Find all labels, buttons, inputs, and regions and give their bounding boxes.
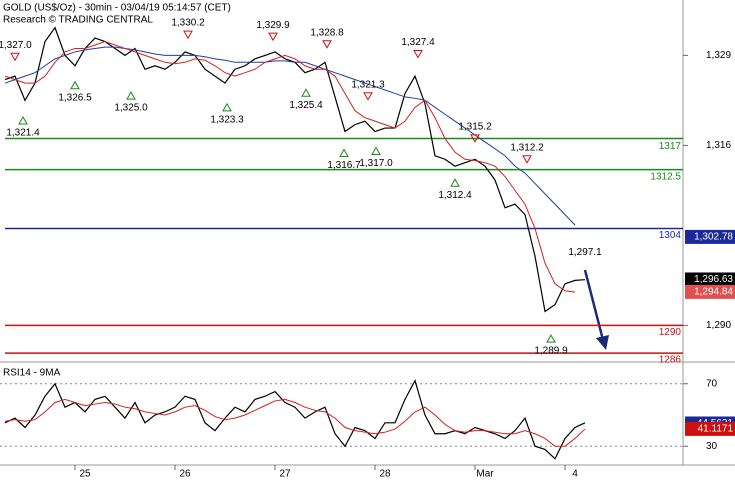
last-value-label: 41.1171 [698, 424, 734, 435]
level-label: 1290 [659, 327, 682, 338]
x-tick-label: 28 [379, 469, 391, 480]
last-value-label: 1,294.84 [694, 287, 733, 298]
pivot-low [546, 334, 556, 343]
series-line [4, 379, 586, 460]
pivot-label: 1,317.0 [359, 158, 393, 169]
pivot-label: 1,328.8 [310, 27, 344, 38]
pivot-label: 1,323.3 [210, 114, 244, 125]
last-value-box [685, 229, 735, 244]
pivot-low [126, 91, 136, 100]
pivot-label: 1,289.9 [534, 346, 568, 357]
pivot-label: 1,312.4 [438, 190, 472, 201]
pivot-high [10, 52, 20, 62]
x-tick-label: 27 [279, 469, 291, 480]
y-tick-label: 1,329 [706, 50, 731, 61]
pivot-label: 1,325.4 [289, 100, 323, 111]
series-line [4, 41, 576, 293]
pivot-label: 1,315.2 [458, 122, 492, 133]
forecast-arrow [583, 269, 605, 341]
y-tick-label: 70 [706, 378, 718, 389]
pivot-label: 1,312.2 [510, 142, 544, 153]
pivot-high [322, 40, 332, 49]
last-value-box [685, 272, 735, 287]
pivot-high [363, 92, 373, 101]
level-label: 1312.5 [650, 171, 681, 182]
pivot-low [222, 102, 232, 112]
level-label: 1317 [659, 141, 682, 152]
pivot-label: 1,321.3 [351, 79, 385, 90]
level-label: 1286 [659, 355, 682, 366]
pivot-high [268, 32, 278, 42]
pivot-label: 1,327.0 [0, 40, 32, 51]
y-tick-label: 30 [706, 441, 718, 452]
panel-title: RSI14 - 9MA [3, 368, 61, 379]
forecast-arrow-head [596, 335, 609, 350]
pivot-low [450, 178, 460, 187]
panel-title: GOLD (US$/Oz) - 30min - 03/04/19 05:14:5… [3, 3, 231, 14]
last-value-label: 1,296.63 [694, 274, 733, 285]
x-tick-label: 26 [179, 469, 191, 480]
pivot-high [413, 49, 423, 59]
x-tick-label: 4 [572, 469, 578, 480]
last-value-box [685, 421, 735, 436]
last-value-label: 1,302.78 [694, 232, 733, 243]
pivot-high [470, 134, 480, 143]
x-tick-label: Mar [476, 469, 494, 480]
pivot-label: 1,316.7 [327, 160, 361, 171]
pivot-label: 1,321.4 [6, 128, 40, 139]
level-label: 1304 [659, 230, 682, 241]
series-line [4, 398, 586, 447]
pivot-label: 1,297.1 [568, 247, 602, 258]
panel-subtitle: Research © TRADING CENTRAL [3, 15, 153, 26]
pivot-high [183, 30, 193, 40]
pivot-low [339, 148, 349, 158]
x-tick-label: 25 [79, 469, 91, 480]
pivot-low [70, 80, 80, 90]
pivot-label: 1,327.4 [401, 37, 435, 48]
pivot-label: 1,325.0 [114, 103, 148, 114]
y-tick-label: 1,316 [706, 140, 731, 151]
pivot-low [301, 88, 311, 97]
pivot-low [371, 146, 381, 155]
last-value-box [685, 284, 735, 299]
y-tick-label: 1,290 [706, 320, 731, 331]
pivot-high [522, 155, 532, 164]
pivot-label: 1,326.5 [58, 92, 92, 103]
pivot-low [18, 115, 28, 125]
pivot-label: 1,329.9 [256, 20, 290, 31]
pivot-label: 1,330.2 [171, 18, 205, 29]
series-line [4, 46, 576, 226]
